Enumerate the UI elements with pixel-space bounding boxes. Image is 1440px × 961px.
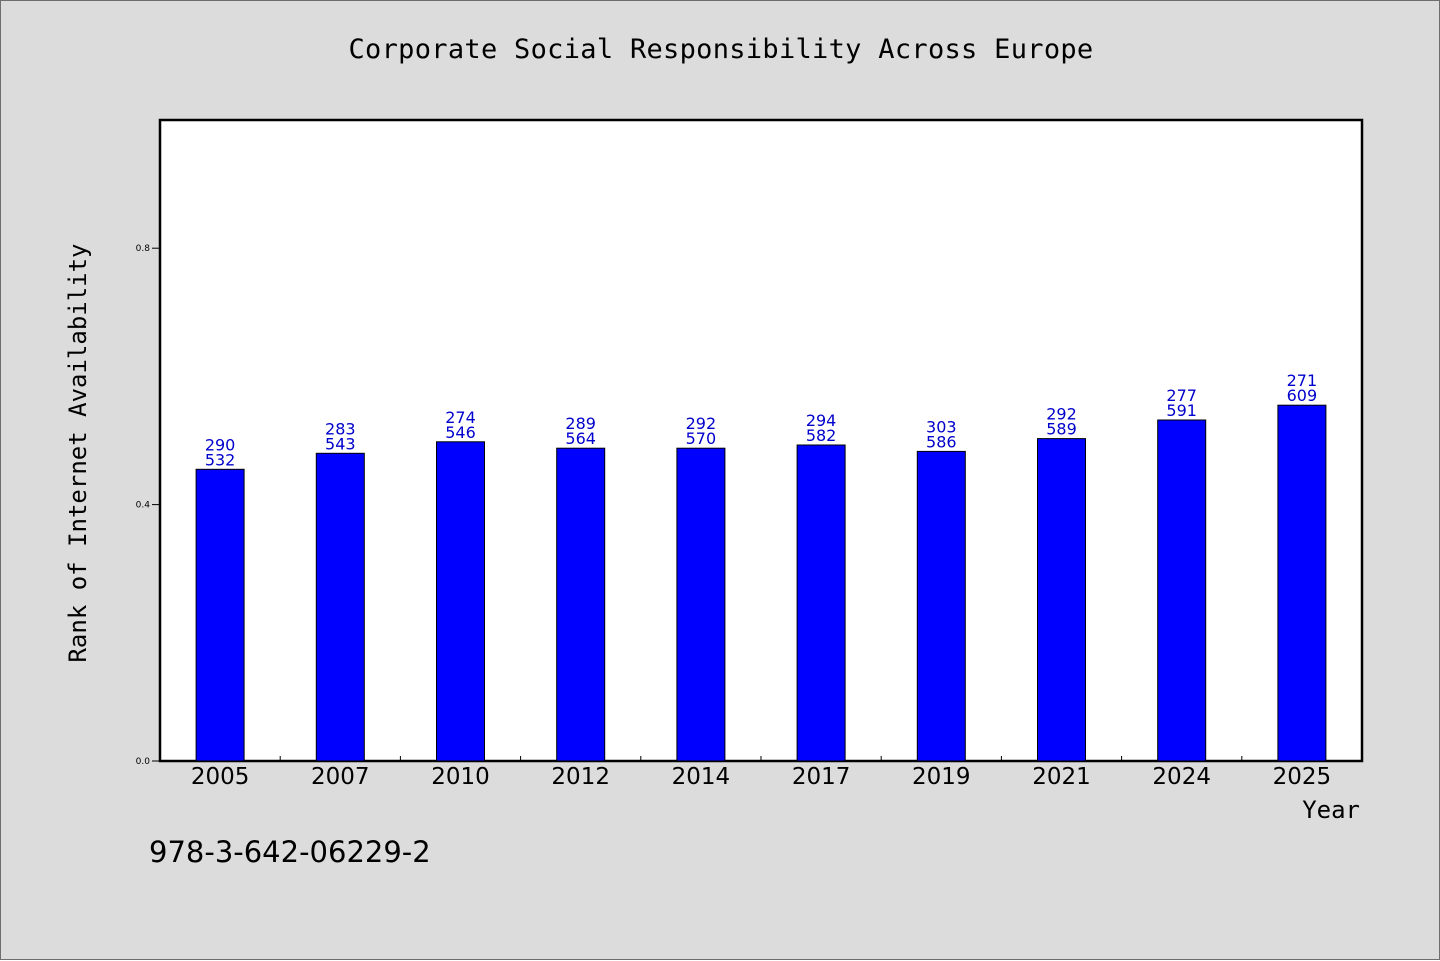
bar-label-bottom-2024: 591 xyxy=(1166,401,1197,420)
bar-2012 xyxy=(556,447,606,762)
bar-label-bottom-2017: 582 xyxy=(806,426,837,445)
y-tick-label-0.8: 0.8 xyxy=(136,244,151,254)
bar-label-bottom-2019: 586 xyxy=(926,432,957,451)
bar-label-bottom-2012: 564 xyxy=(565,429,596,448)
bar-2024 xyxy=(1157,419,1207,762)
y-tick-label-0.4: 0.4 xyxy=(136,501,151,511)
bar-2021 xyxy=(1037,438,1086,762)
bar-label-top-2024: 277 xyxy=(1166,386,1197,405)
x-tick-label-2014: 2014 xyxy=(672,764,731,790)
x-tick-label-2025: 2025 xyxy=(1273,764,1332,790)
bar-label-bottom-2007: 543 xyxy=(325,434,356,453)
bar-label-bottom-2021: 589 xyxy=(1046,420,1077,439)
bar-label-top-2014: 292 xyxy=(686,414,717,433)
bar-2019 xyxy=(916,450,966,762)
bar-2025 xyxy=(1277,404,1327,762)
bar-label-top-2019: 303 xyxy=(926,417,957,436)
x-tick-label-2019: 2019 xyxy=(912,764,971,790)
isbn-annotation: 978-3-642-06229-2 xyxy=(149,835,431,869)
bar-label-top-2010: 274 xyxy=(445,408,476,427)
bar-label-bottom-2010: 546 xyxy=(445,423,476,442)
bar-label-bottom-2014: 570 xyxy=(686,429,717,448)
x-tick-label-2010: 2010 xyxy=(431,764,490,790)
chart-title: Corporate Social Responsibility Across E… xyxy=(348,34,1094,65)
bar-2014 xyxy=(676,447,726,762)
bar-2007 xyxy=(315,452,365,762)
bar-label-top-2017: 294 xyxy=(806,411,837,430)
bar-label-top-2021: 292 xyxy=(1046,405,1077,424)
x-tick-label-2021: 2021 xyxy=(1032,764,1091,790)
bar-label-bottom-2025: 609 xyxy=(1287,386,1318,405)
y-axis-label: Rank of Internet Availability xyxy=(64,243,92,662)
y-tick-label-0.0: 0.0 xyxy=(136,757,151,767)
bar-label-top-2005: 290 xyxy=(205,435,236,454)
bar-2017 xyxy=(796,444,846,762)
x-tick-label-2005: 2005 xyxy=(191,764,250,790)
bar-2010 xyxy=(436,441,485,762)
x-tick-label-2024: 2024 xyxy=(1152,764,1211,790)
bar-label-top-2012: 289 xyxy=(565,414,596,433)
bar-label-top-2025: 271 xyxy=(1287,371,1318,390)
x-tick-label-2007: 2007 xyxy=(311,764,370,790)
bar-label-bottom-2005: 532 xyxy=(205,450,236,469)
bar-2005 xyxy=(195,468,245,762)
x-tick-label-2012: 2012 xyxy=(551,764,610,790)
x-axis: 2005 2007 2010 2012 2014 2017 2019 2021 2024 2025 xyxy=(191,756,1331,790)
bars-layer xyxy=(195,404,1327,762)
y-axis: 0.0 0.4 0.8 xyxy=(136,244,160,767)
bar-label-top-2007: 283 xyxy=(325,419,356,438)
x-axis-label: Year xyxy=(1302,796,1360,824)
x-tick-label-2017: 2017 xyxy=(792,764,851,790)
